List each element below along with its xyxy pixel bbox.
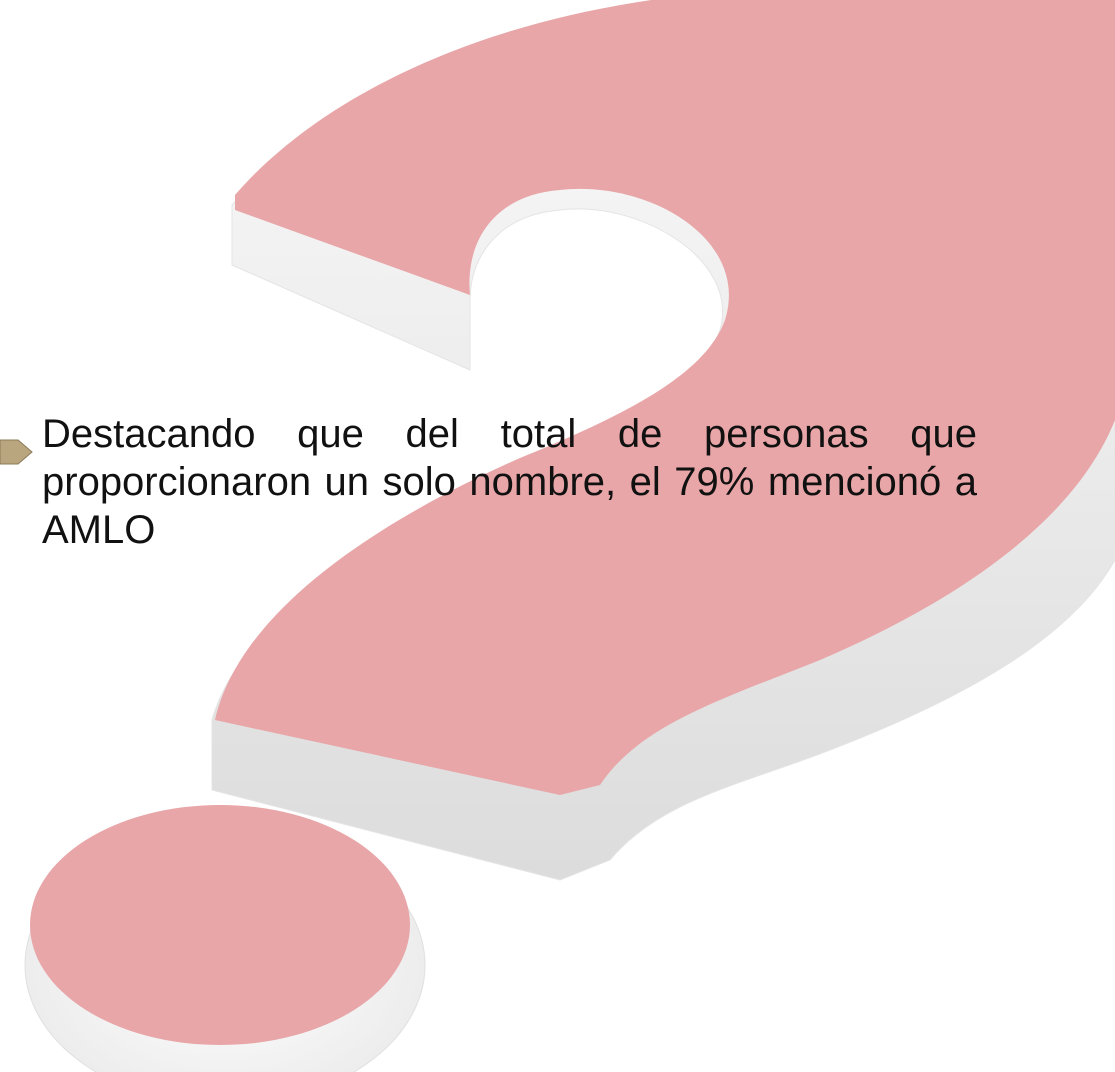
slide: Destacando que del total de personas que… xyxy=(0,0,1115,1072)
bullet-arrow xyxy=(0,440,32,464)
dot-top xyxy=(30,805,410,1045)
slide-text: Destacando que del total de personas que… xyxy=(42,410,977,554)
